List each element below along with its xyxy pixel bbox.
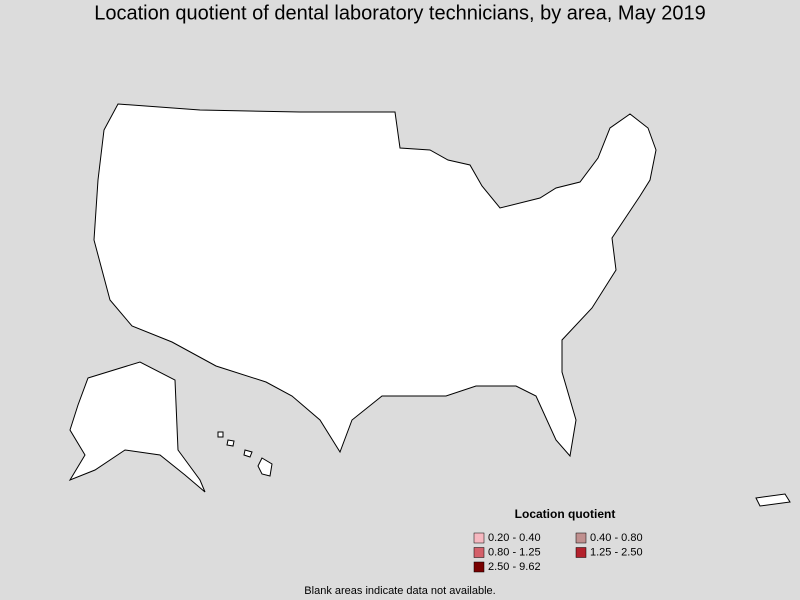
- legend-swatch: [473, 532, 485, 544]
- legend-items: 0.20 - 0.40 0.40 - 0.80 0.80 - 1.25 1.25 - …: [473, 532, 643, 573]
- legend-swatch: [473, 561, 485, 573]
- alaska: [68, 361, 206, 493]
- legend-swatch: [575, 532, 587, 544]
- legend-label: 2.50 - 9.62: [488, 561, 541, 573]
- hawaii-island: [257, 457, 273, 477]
- legend-title: Location quotient: [515, 507, 616, 521]
- footnote: Blank areas indicate data not available.: [304, 585, 495, 597]
- hawaii: [217, 431, 273, 477]
- legend: Location quotient 0.20 - 0.40 0.40 - 0.80…: [473, 507, 643, 573]
- legend-swatch: [575, 547, 587, 558]
- legend-label: 0.40 - 0.80: [590, 532, 643, 544]
- puerto-rico: [755, 493, 791, 507]
- legend-label: 1.25 - 2.50: [590, 546, 643, 558]
- legend-swatch: [473, 547, 485, 558]
- map: [68, 103, 791, 507]
- kauai: [217, 431, 224, 438]
- map-title: Location quotient of dental laboratory t…: [94, 2, 706, 24]
- legend-label: 0.20 - 0.40: [488, 532, 541, 544]
- contiguous-us: [93, 103, 657, 458]
- oahu: [226, 439, 235, 447]
- maui: [243, 449, 253, 458]
- legend-label: 0.80 - 1.25: [488, 546, 541, 558]
